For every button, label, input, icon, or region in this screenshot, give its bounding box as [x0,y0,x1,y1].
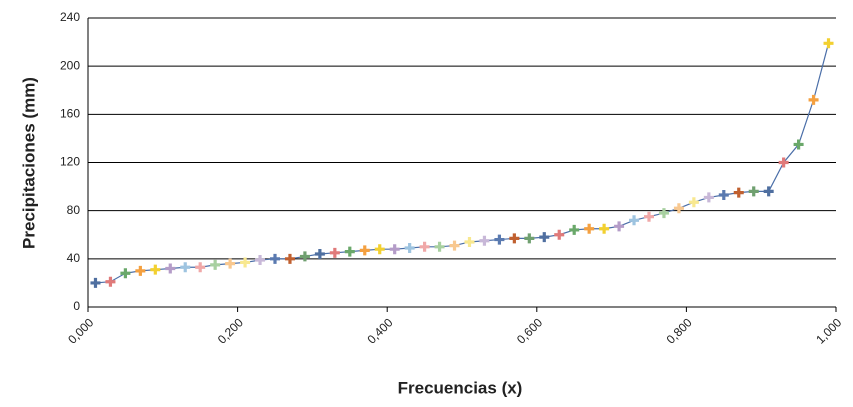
data-point [569,224,580,235]
data-line [95,43,830,284]
data-point [449,240,460,251]
data-point [419,241,430,252]
x-tick-label: 1,000 [813,315,844,346]
data-point [270,253,280,264]
data-point [404,242,415,253]
data-point [90,277,101,288]
data-point [509,233,520,244]
y-tick-label: 80 [67,203,81,217]
data-point [479,235,490,246]
data-point [329,247,340,258]
data-point [464,236,475,247]
data-point [554,229,565,240]
y-tick-label: 160 [60,107,80,121]
data-point [614,221,625,232]
data-point [434,241,445,252]
data-point [718,190,729,201]
data-point [389,244,400,255]
x-axis-title: Frecuencias (x) [398,378,523,397]
y-tick-label: 200 [60,58,80,72]
data-point [524,233,535,244]
x-tick-label: 0,600 [514,315,545,346]
data-point [793,139,804,150]
data-point [299,251,310,262]
data-point [644,211,654,222]
data-point [584,223,595,234]
x-tick-label: 0,400 [364,315,395,346]
x-tick-label: 0,800 [664,315,695,346]
data-point [748,186,759,197]
data-point [210,259,221,270]
data-point [180,262,191,273]
data-point [539,232,550,243]
data-point [225,258,236,269]
data-point [733,187,744,198]
data-point [808,94,819,105]
x-tick-label: 0,000 [65,315,96,346]
data-point [823,38,834,49]
y-tick-label: 0 [73,299,80,313]
data-point [314,249,325,260]
data-point [658,208,669,219]
data-point [344,246,355,257]
data-point [673,203,684,214]
data-point [778,157,789,168]
data-point [240,257,251,268]
data-point [150,264,161,275]
data-point [120,268,131,279]
y-axis-title: Precipitaciones (mm) [19,77,38,249]
data-point [284,253,295,264]
data-point [763,186,774,197]
data-point [494,234,505,245]
data-point [255,255,266,266]
data-point [105,276,116,287]
data-point [629,215,640,226]
y-tick-label: 240 [60,10,80,24]
data-point [195,262,206,273]
y-tick-label: 40 [67,251,81,265]
y-tick-label: 120 [60,155,80,169]
x-tick-label: 0,200 [215,315,246,346]
data-point [359,245,370,256]
data-point [599,223,610,234]
data-point [688,197,699,208]
data-point [374,244,385,255]
data-point [165,263,176,274]
data-point [703,192,714,203]
data-point [135,265,146,276]
